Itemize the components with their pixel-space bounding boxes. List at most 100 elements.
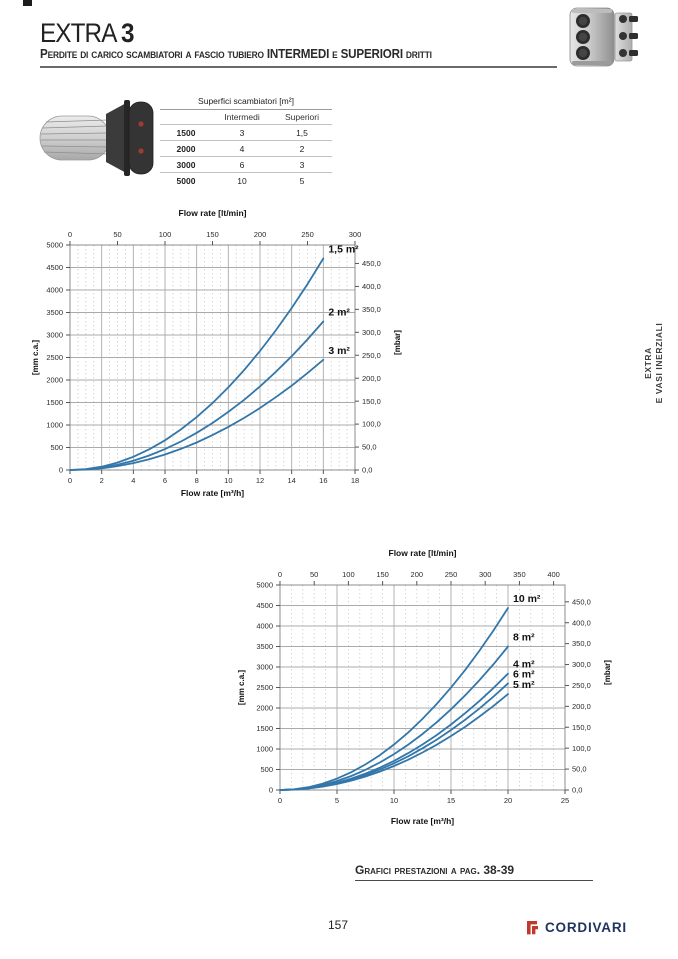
svg-text:2000: 2000 [46, 376, 63, 385]
svg-text:0: 0 [278, 570, 282, 579]
svg-text:25: 25 [561, 796, 569, 805]
series-label: 2 m² [328, 307, 350, 319]
svg-text:200,0: 200,0 [362, 374, 381, 383]
series-curve [69, 257, 325, 471]
svg-text:[mm c.a.]: [mm c.a.] [31, 340, 40, 375]
svg-text:50,0: 50,0 [572, 765, 587, 774]
svg-text:5000: 5000 [46, 241, 63, 250]
series-label: 1,5 m² [328, 244, 359, 256]
svg-text:12: 12 [256, 476, 264, 485]
svg-text:100,0: 100,0 [362, 420, 381, 429]
svg-text:0,0: 0,0 [362, 466, 372, 475]
intermedi-cell: 3 [239, 127, 245, 138]
svg-text:[mbar]: [mbar] [393, 330, 402, 355]
svg-text:300,0: 300,0 [362, 328, 381, 337]
series-curve [69, 358, 325, 471]
svg-text:450,0: 450,0 [362, 259, 381, 268]
svg-text:500: 500 [260, 765, 273, 774]
svg-text:0,0: 0,0 [572, 786, 582, 795]
svg-text:Flow rate [m³/h]: Flow rate [m³/h] [181, 488, 244, 498]
table-row: 1500 3 1,5 [160, 125, 332, 141]
brand-logo-text: CORDIVARI [545, 920, 627, 935]
svg-text:0: 0 [59, 466, 63, 475]
svg-text:100: 100 [342, 570, 355, 579]
section-tab-line1: EXTRA [643, 347, 653, 379]
model-cell: 2000 [176, 143, 196, 154]
svg-text:16: 16 [319, 476, 327, 485]
svg-text:2000: 2000 [256, 704, 273, 713]
intermedi-cell: 4 [239, 143, 245, 154]
surface-table: Superfici scambiatori [m²] Intermedi Sup… [160, 96, 332, 188]
svg-text:400,0: 400,0 [362, 282, 381, 291]
svg-text:350: 350 [513, 570, 526, 579]
svg-text:15: 15 [447, 796, 455, 805]
svg-text:350,0: 350,0 [572, 639, 591, 648]
table-row: 3000 6 3 [160, 157, 332, 173]
svg-text:3500: 3500 [256, 642, 273, 651]
svg-text:3000: 3000 [46, 331, 63, 340]
svg-text:0: 0 [269, 786, 273, 795]
intermedi-cell: 6 [239, 159, 245, 170]
svg-text:1500: 1500 [256, 724, 273, 733]
svg-text:3500: 3500 [46, 308, 63, 317]
svg-text:5000: 5000 [256, 581, 273, 590]
svg-text:8: 8 [195, 476, 199, 485]
page-number: 157 [328, 918, 349, 932]
header-divider [40, 66, 557, 68]
series-label: 5 m² [513, 679, 535, 691]
surface-table-title: Superfici scambiatori [m²] [160, 96, 332, 110]
svg-text:4000: 4000 [46, 286, 63, 295]
svg-text:Flow rate [lt/min]: Flow rate [lt/min] [389, 548, 457, 558]
pressure-drop-chart-2: 0 50 100 150 200 250 300 350 400 Flow rate [lt/mi… [233, 543, 623, 853]
svg-text:450,0: 450,0 [572, 597, 591, 606]
surface-table-col-superiori: Superiori [284, 112, 320, 122]
svg-text:150,0: 150,0 [362, 397, 381, 406]
pressure-drop-chart-1: 0 50 100 150 200 250 300 Flow rate [lt/min] 0 500… [28, 203, 418, 503]
svg-text:400: 400 [547, 570, 560, 579]
model-cell: 3000 [176, 159, 196, 170]
svg-text:0: 0 [68, 230, 72, 239]
svg-text:50: 50 [310, 570, 318, 579]
buffer-tank-photo [566, 6, 642, 68]
svg-text:350,0: 350,0 [362, 305, 381, 314]
superiori-cell: 5 [299, 175, 305, 186]
svg-text:200: 200 [411, 570, 424, 579]
svg-text:200,0: 200,0 [572, 702, 591, 711]
svg-text:4: 4 [131, 476, 135, 485]
section-tab-line2: E VASI INERZIALI [654, 322, 664, 404]
page-title: EXTRA 3 [40, 18, 135, 49]
svg-text:4500: 4500 [256, 601, 273, 610]
svg-text:14: 14 [287, 476, 295, 485]
svg-text:18: 18 [351, 476, 359, 485]
svg-text:500: 500 [50, 443, 63, 452]
svg-text:2500: 2500 [256, 683, 273, 692]
surface-table-col-intermedi: Intermedi [224, 112, 260, 122]
svg-text:250: 250 [445, 570, 458, 579]
svg-text:250: 250 [301, 230, 314, 239]
svg-text:250,0: 250,0 [362, 351, 381, 360]
svg-text:20: 20 [504, 796, 512, 805]
surface-table-header-row: Intermedi Superiori [160, 110, 332, 125]
section-tab: EXTRA E VASI INERZIALI [643, 308, 667, 418]
svg-text:50: 50 [113, 230, 121, 239]
superiori-cell: 3 [299, 159, 305, 170]
page-subtitle: Perdite di carico scambiatori a fascio t… [40, 47, 432, 61]
series-label: 10 m² [513, 593, 541, 605]
series-curve [69, 320, 325, 471]
svg-text:0: 0 [68, 476, 72, 485]
svg-text:2500: 2500 [46, 353, 63, 362]
svg-text:100: 100 [159, 230, 172, 239]
svg-text:Flow rate [lt/min]: Flow rate [lt/min] [179, 208, 247, 218]
series-curve [279, 693, 509, 791]
svg-text:[mm c.a.]: [mm c.a.] [237, 670, 246, 705]
svg-text:300,0: 300,0 [572, 660, 591, 669]
table-row: 5000 10 5 [160, 173, 332, 188]
svg-text:3000: 3000 [256, 663, 273, 672]
svg-text:250,0: 250,0 [572, 681, 591, 690]
series-label: 6 m² [513, 668, 535, 680]
svg-text:100,0: 100,0 [572, 744, 591, 753]
svg-text:2: 2 [100, 476, 104, 485]
svg-text:10: 10 [224, 476, 232, 485]
